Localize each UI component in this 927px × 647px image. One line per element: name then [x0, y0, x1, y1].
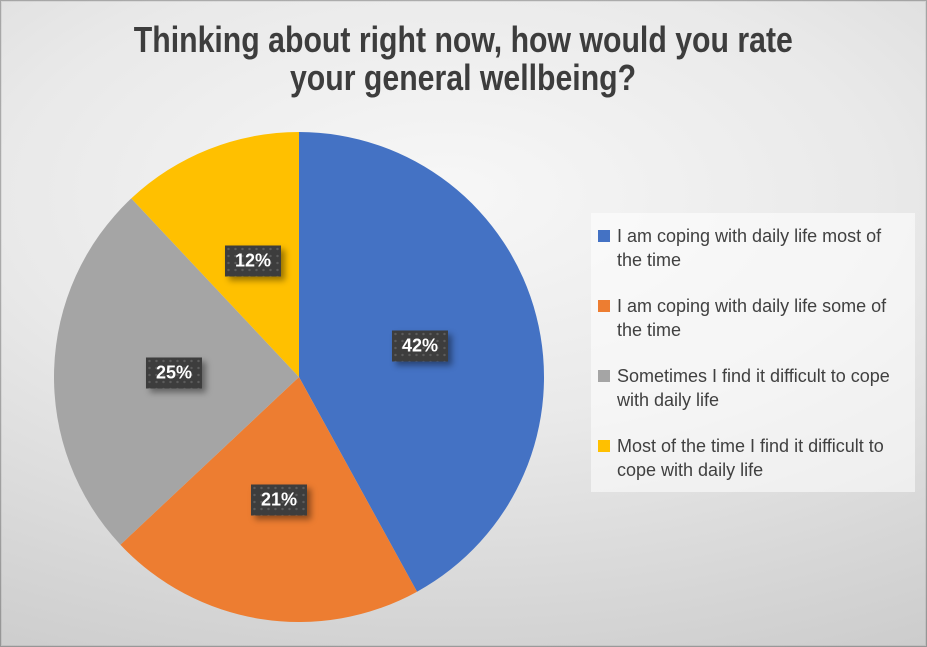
- legend-item-2: Sometimes I find it difficult to cope wi…: [598, 364, 909, 412]
- data-label-0: 42%: [391, 330, 449, 362]
- data-label-2: 25%: [145, 357, 203, 389]
- legend: I am coping with daily life most of the …: [591, 213, 915, 492]
- legend-color-swatch-icon: [598, 300, 610, 312]
- legend-item-3: Most of the time I find it difficult to …: [598, 434, 909, 482]
- pie-slice-0: [299, 132, 545, 592]
- legend-item-label: I am coping with daily life some of the …: [617, 296, 887, 340]
- chart-title-line2: your general wellbeing?: [290, 57, 637, 98]
- pie-slice-3: [131, 132, 299, 377]
- legend-item-label: I am coping with daily life most of the …: [617, 226, 882, 270]
- legend-color-swatch-icon: [598, 230, 610, 242]
- legend-color-swatch-icon: [598, 370, 610, 382]
- legend-item-1: I am coping with daily life some of the …: [598, 294, 909, 342]
- data-label-3: 12%: [224, 245, 282, 277]
- data-label-1: 21%: [250, 484, 308, 516]
- legend-item-label: Sometimes I find it difficult to cope wi…: [617, 366, 890, 410]
- chart-title-line1: Thinking about right now, how would you …: [133, 19, 794, 60]
- legend-item-0: I am coping with daily life most of the …: [598, 224, 909, 272]
- chart-title: Thinking about right now, how would you …: [0, 21, 927, 97]
- legend-color-swatch-icon: [598, 440, 610, 452]
- legend-item-label: Most of the time I find it difficult to …: [617, 436, 884, 480]
